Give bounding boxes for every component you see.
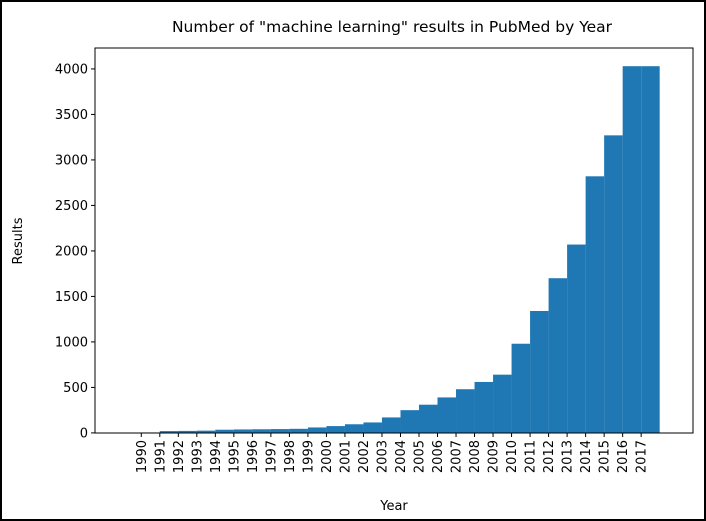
y-tick-label: 1500	[55, 290, 88, 305]
x-tick-label: 1995	[227, 440, 242, 473]
x-tick-label: 2005	[412, 440, 427, 473]
bar	[363, 422, 382, 433]
x-tick-label: 2012	[542, 440, 557, 473]
bar	[381, 417, 401, 433]
bar	[196, 430, 216, 433]
plot-frame	[94, 47, 694, 434]
x-tick-label: 2013	[561, 440, 576, 473]
x-tick-label: 2015	[598, 440, 613, 473]
x-tick-label: 2014	[579, 440, 594, 473]
x-tick-label: 1993	[190, 440, 205, 473]
x-tick-label: 1996	[246, 440, 261, 473]
x-tick-label: 2008	[468, 440, 483, 473]
bar	[548, 278, 568, 433]
bar	[178, 430, 197, 433]
bar	[307, 427, 327, 433]
y-tick-label: 500	[63, 381, 88, 396]
bar	[400, 410, 419, 433]
y-axis-label: Results	[11, 217, 26, 264]
x-tick-label: 2017	[635, 440, 650, 473]
x-tick-label: 1999	[301, 440, 316, 473]
bar	[437, 397, 457, 433]
x-tick-label: 2010	[505, 440, 520, 473]
bar	[289, 428, 308, 433]
x-tick-label: 2000	[320, 440, 335, 473]
y-tick-label: 0	[80, 426, 88, 441]
x-tick-label: 2004	[394, 440, 409, 473]
bar	[585, 176, 605, 433]
x-tick-label: 2007	[450, 440, 465, 473]
y-tick-label: 3000	[55, 153, 88, 168]
x-tick-label: 2003	[375, 440, 390, 473]
bar	[511, 343, 531, 433]
x-tick-label: 2016	[616, 440, 631, 473]
bar	[159, 431, 179, 433]
bar	[641, 66, 660, 433]
bar	[456, 389, 475, 433]
bar	[493, 374, 512, 433]
bar	[622, 66, 642, 433]
bar	[252, 429, 271, 433]
y-tick-label: 2500	[55, 199, 88, 214]
x-tick-label: 2006	[431, 440, 446, 473]
y-tick-label: 3500	[55, 108, 88, 123]
bar	[474, 381, 494, 433]
bar	[567, 244, 586, 433]
chart-title: Number of "machine learning" results in …	[172, 18, 613, 36]
x-axis-label: Year	[379, 499, 408, 514]
bar	[530, 310, 549, 433]
x-tick-label: 2002	[357, 440, 372, 473]
bar	[326, 426, 345, 433]
x-tick-label: 2001	[338, 440, 353, 473]
x-tick-label: 1990	[135, 440, 150, 473]
x-tick-label: 1998	[283, 440, 298, 473]
x-tick-label: 1994	[209, 440, 224, 473]
x-tick-label: 1997	[264, 440, 279, 473]
y-tick-label: 1000	[55, 335, 88, 350]
y-tick-label: 4000	[55, 62, 88, 77]
x-tick-label: 2011	[524, 440, 539, 473]
bar	[215, 429, 234, 433]
y-tick-label: 2000	[55, 244, 88, 259]
bar	[344, 424, 364, 433]
bar	[604, 135, 623, 433]
x-tick-label: 1992	[172, 440, 187, 473]
x-tick-label: 2009	[487, 440, 502, 473]
bar	[270, 429, 290, 433]
x-tick-label: 1991	[153, 440, 168, 473]
bar	[233, 429, 253, 433]
bar	[418, 404, 438, 433]
